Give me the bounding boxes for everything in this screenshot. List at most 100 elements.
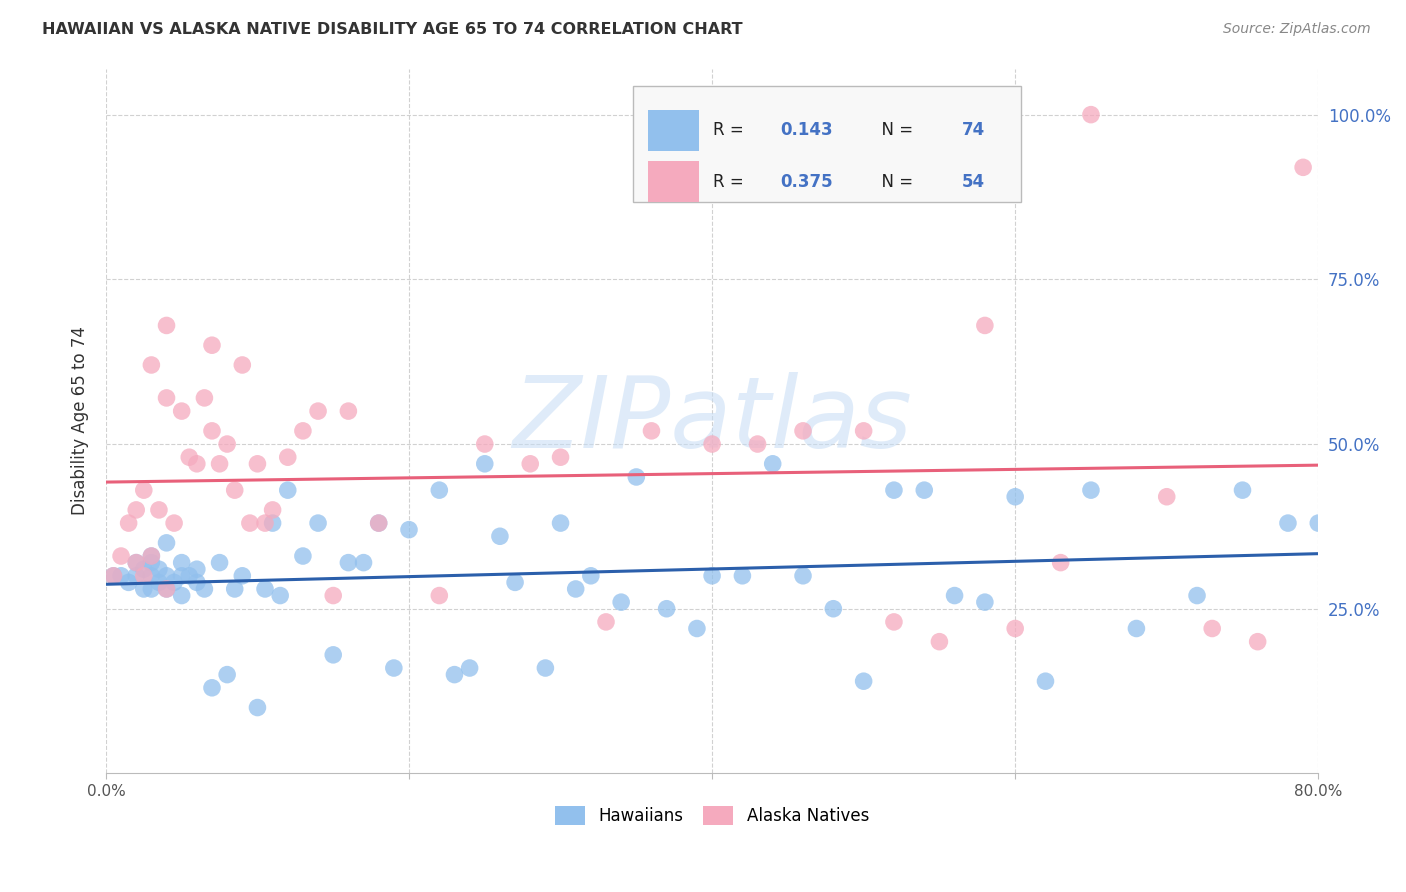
Point (125, 556, 148, 570)
Point (262, 503, 284, 517)
Point (489, 529, 512, 543)
Point (148, 503, 170, 517)
Point (519, 457, 541, 471)
Point (1246, 634, 1268, 648)
Point (1004, 622, 1026, 636)
Point (626, 470, 648, 484)
Point (322, 589, 344, 603)
Point (277, 450, 299, 465)
Point (208, 457, 231, 471)
Point (367, 516, 389, 530)
Point (792, 424, 814, 438)
Point (155, 391, 177, 405)
Point (337, 556, 360, 570)
Point (367, 516, 389, 530)
Point (1125, 622, 1147, 636)
Point (155, 318, 177, 333)
Point (117, 516, 139, 530)
Point (217, 667, 239, 681)
Point (170, 404, 193, 418)
Point (155, 582, 177, 596)
Point (141, 549, 163, 563)
Point (458, 661, 481, 675)
Text: Source: ZipAtlas.com: Source: ZipAtlas.com (1223, 22, 1371, 37)
Point (943, 589, 966, 603)
Point (253, 516, 276, 530)
Point (141, 569, 163, 583)
Point (155, 569, 177, 583)
Y-axis label: Disability Age 65 to 74: Disability Age 65 to 74 (72, 326, 89, 516)
Point (1080, 108, 1102, 122)
Point (201, 681, 224, 695)
Point (186, 575, 208, 590)
Point (217, 437, 239, 451)
Point (322, 648, 344, 662)
Point (973, 318, 995, 333)
Point (1277, 516, 1299, 530)
Point (125, 569, 148, 583)
Point (110, 549, 132, 563)
Point (163, 516, 186, 530)
Text: 0.375: 0.375 (780, 172, 832, 191)
Point (747, 437, 769, 451)
Point (103, 569, 125, 583)
Point (163, 575, 186, 590)
Point (291, 549, 314, 563)
Text: 74: 74 (962, 121, 986, 139)
Point (231, 358, 253, 372)
Point (155, 536, 177, 550)
Point (170, 589, 193, 603)
Point (148, 575, 170, 590)
Text: 54: 54 (962, 172, 986, 191)
Point (640, 424, 662, 438)
Point (852, 674, 875, 689)
Legend: Hawaiians, Alaska Natives: Hawaiians, Alaska Natives (555, 805, 869, 825)
Point (1035, 674, 1057, 689)
Point (117, 575, 139, 590)
Point (382, 661, 405, 675)
Point (141, 582, 163, 596)
Point (503, 575, 526, 590)
Point (201, 424, 224, 438)
Point (201, 338, 224, 352)
Point (239, 516, 262, 530)
Point (762, 457, 785, 471)
Point (148, 562, 170, 576)
Point (132, 569, 155, 583)
Point (474, 457, 496, 471)
Point (550, 516, 572, 530)
Point (231, 569, 253, 583)
Point (443, 667, 465, 681)
Point (1292, 161, 1315, 175)
Point (398, 523, 420, 537)
Point (595, 615, 617, 629)
FancyBboxPatch shape (633, 87, 1021, 202)
FancyBboxPatch shape (648, 161, 699, 202)
Point (610, 595, 633, 609)
Point (427, 589, 450, 603)
Point (1232, 483, 1254, 497)
Point (125, 556, 148, 570)
Point (224, 483, 246, 497)
Point (912, 483, 935, 497)
Point (1080, 483, 1102, 497)
Point (928, 634, 950, 648)
Point (141, 556, 163, 570)
Point (534, 661, 557, 675)
Point (337, 404, 360, 418)
Text: N =: N = (870, 121, 918, 139)
Point (246, 700, 269, 714)
Point (186, 562, 208, 576)
Point (103, 569, 125, 583)
Point (179, 450, 201, 465)
Point (125, 503, 148, 517)
FancyBboxPatch shape (648, 110, 699, 151)
Point (655, 601, 678, 615)
Point (132, 582, 155, 596)
Point (1185, 589, 1208, 603)
Point (155, 582, 177, 596)
Point (307, 516, 329, 530)
Point (792, 569, 814, 583)
Point (307, 404, 329, 418)
Point (564, 582, 586, 596)
